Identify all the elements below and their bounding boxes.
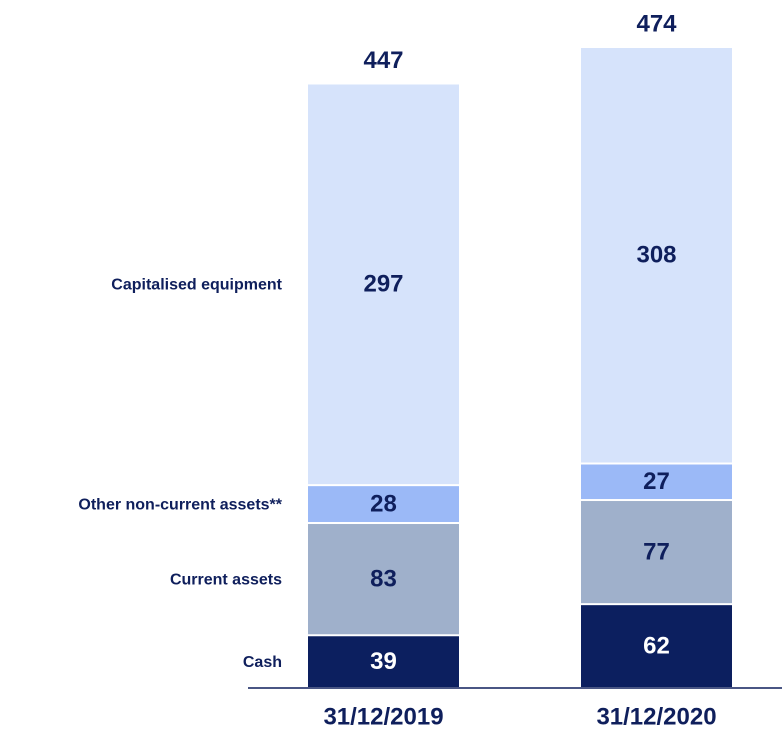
data-label: 77 [643,538,670,565]
data-label: 297 [363,271,403,298]
data-label: 28 [370,490,397,517]
bar-segment [308,636,459,687]
bar-segment [581,48,732,463]
x-tick-label: 31/12/2020 [596,703,716,730]
legend-label: Capitalised equipment [111,277,282,294]
x-tick-label: 31/12/2019 [323,703,443,730]
legend-label: Cash [243,654,282,671]
data-label: 83 [370,565,397,592]
data-label: 27 [643,468,670,495]
data-label: 308 [636,242,676,269]
data-label: 62 [643,632,670,659]
bar-segment [308,524,459,635]
bar-segment [581,464,732,500]
legend-label: Other non-current assets** [78,496,282,513]
bar-segment [581,501,732,604]
total-label: 474 [636,10,677,37]
bar-segment [308,84,459,485]
bar-segment [308,486,459,523]
bar-segment [581,605,732,687]
legend-label: Current assets [170,571,282,588]
data-label: 39 [370,648,397,675]
total-label: 447 [363,47,403,74]
